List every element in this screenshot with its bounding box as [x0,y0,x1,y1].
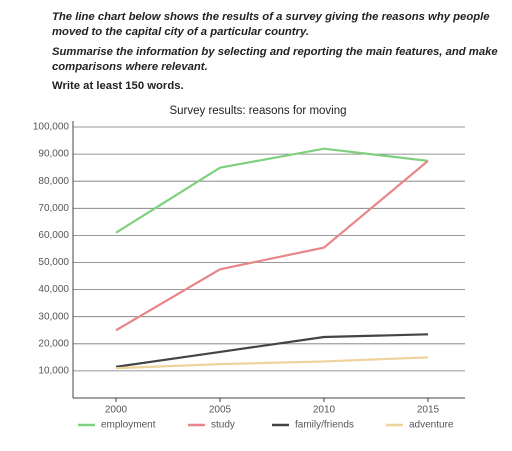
x-tick-label: 2015 [417,405,440,416]
y-tick-label: 30,000 [38,311,69,322]
y-tick-label: 70,000 [38,203,69,214]
y-tick-label: 20,000 [38,338,69,349]
y-tick-label: 60,000 [38,230,69,241]
legend-label: employment [101,420,156,431]
x-tick-label: 2010 [313,405,336,416]
legend-label: study [211,420,235,431]
chart-title: Survey results: reasons for moving [169,105,346,117]
y-tick-label: 80,000 [38,176,69,187]
y-tick-label: 40,000 [38,284,69,295]
series-line [115,356,429,370]
instruction: The line chart below shows the results o… [52,11,490,38]
x-tick-label: 2005 [209,405,232,416]
legend-label: adventure [409,420,454,431]
y-tick-label: 10,000 [38,366,69,377]
y-tick-label: 90,000 [38,149,69,160]
instruction: Summarise the information by selecting a… [52,46,498,73]
y-tick-label: 100,000 [33,122,70,133]
instruction: Write at least 150 words. [52,80,184,92]
legend-label: family/friends [295,420,354,431]
x-tick-label: 2000 [105,405,128,416]
y-tick-label: 50,000 [38,257,69,268]
series-line [115,147,429,234]
series-line [115,160,429,332]
series-line [115,333,429,368]
